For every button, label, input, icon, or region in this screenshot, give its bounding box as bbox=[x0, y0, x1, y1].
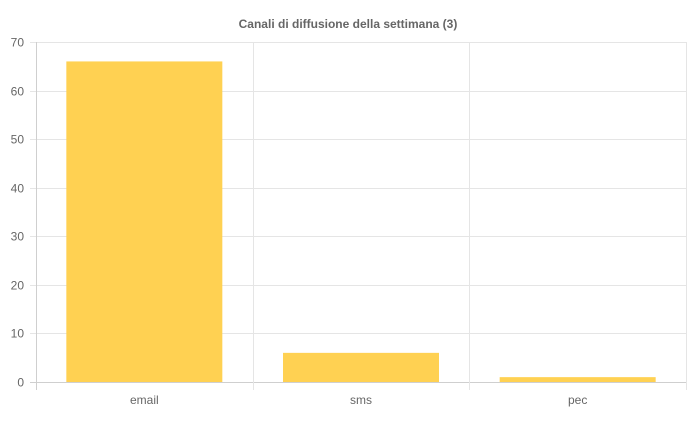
y-tick-label: 70 bbox=[11, 36, 25, 50]
chart-title: Canali di diffusione della settimana (3) bbox=[239, 17, 458, 31]
x-axis-ticks: email sms pec bbox=[130, 393, 587, 407]
y-tick-label: 20 bbox=[11, 279, 25, 293]
y-tick-label: 30 bbox=[11, 230, 25, 244]
y-tick-label: 60 bbox=[11, 85, 25, 99]
y-axis-ticks: 0 10 20 30 40 50 60 70 bbox=[11, 36, 25, 390]
x-tick-label-pec: pec bbox=[568, 393, 587, 407]
bar-sms[interactable] bbox=[283, 352, 439, 382]
bar-email[interactable] bbox=[66, 61, 223, 383]
bars bbox=[66, 61, 656, 383]
y-tick-label: 50 bbox=[11, 133, 25, 147]
y-tick-label: 0 bbox=[17, 376, 24, 390]
y-tick-label: 40 bbox=[11, 182, 25, 196]
x-tick-label-sms: sms bbox=[350, 393, 372, 407]
x-tick-label-email: email bbox=[130, 393, 159, 407]
y-tick-label: 10 bbox=[11, 327, 25, 341]
bar-pec[interactable] bbox=[499, 377, 656, 382]
